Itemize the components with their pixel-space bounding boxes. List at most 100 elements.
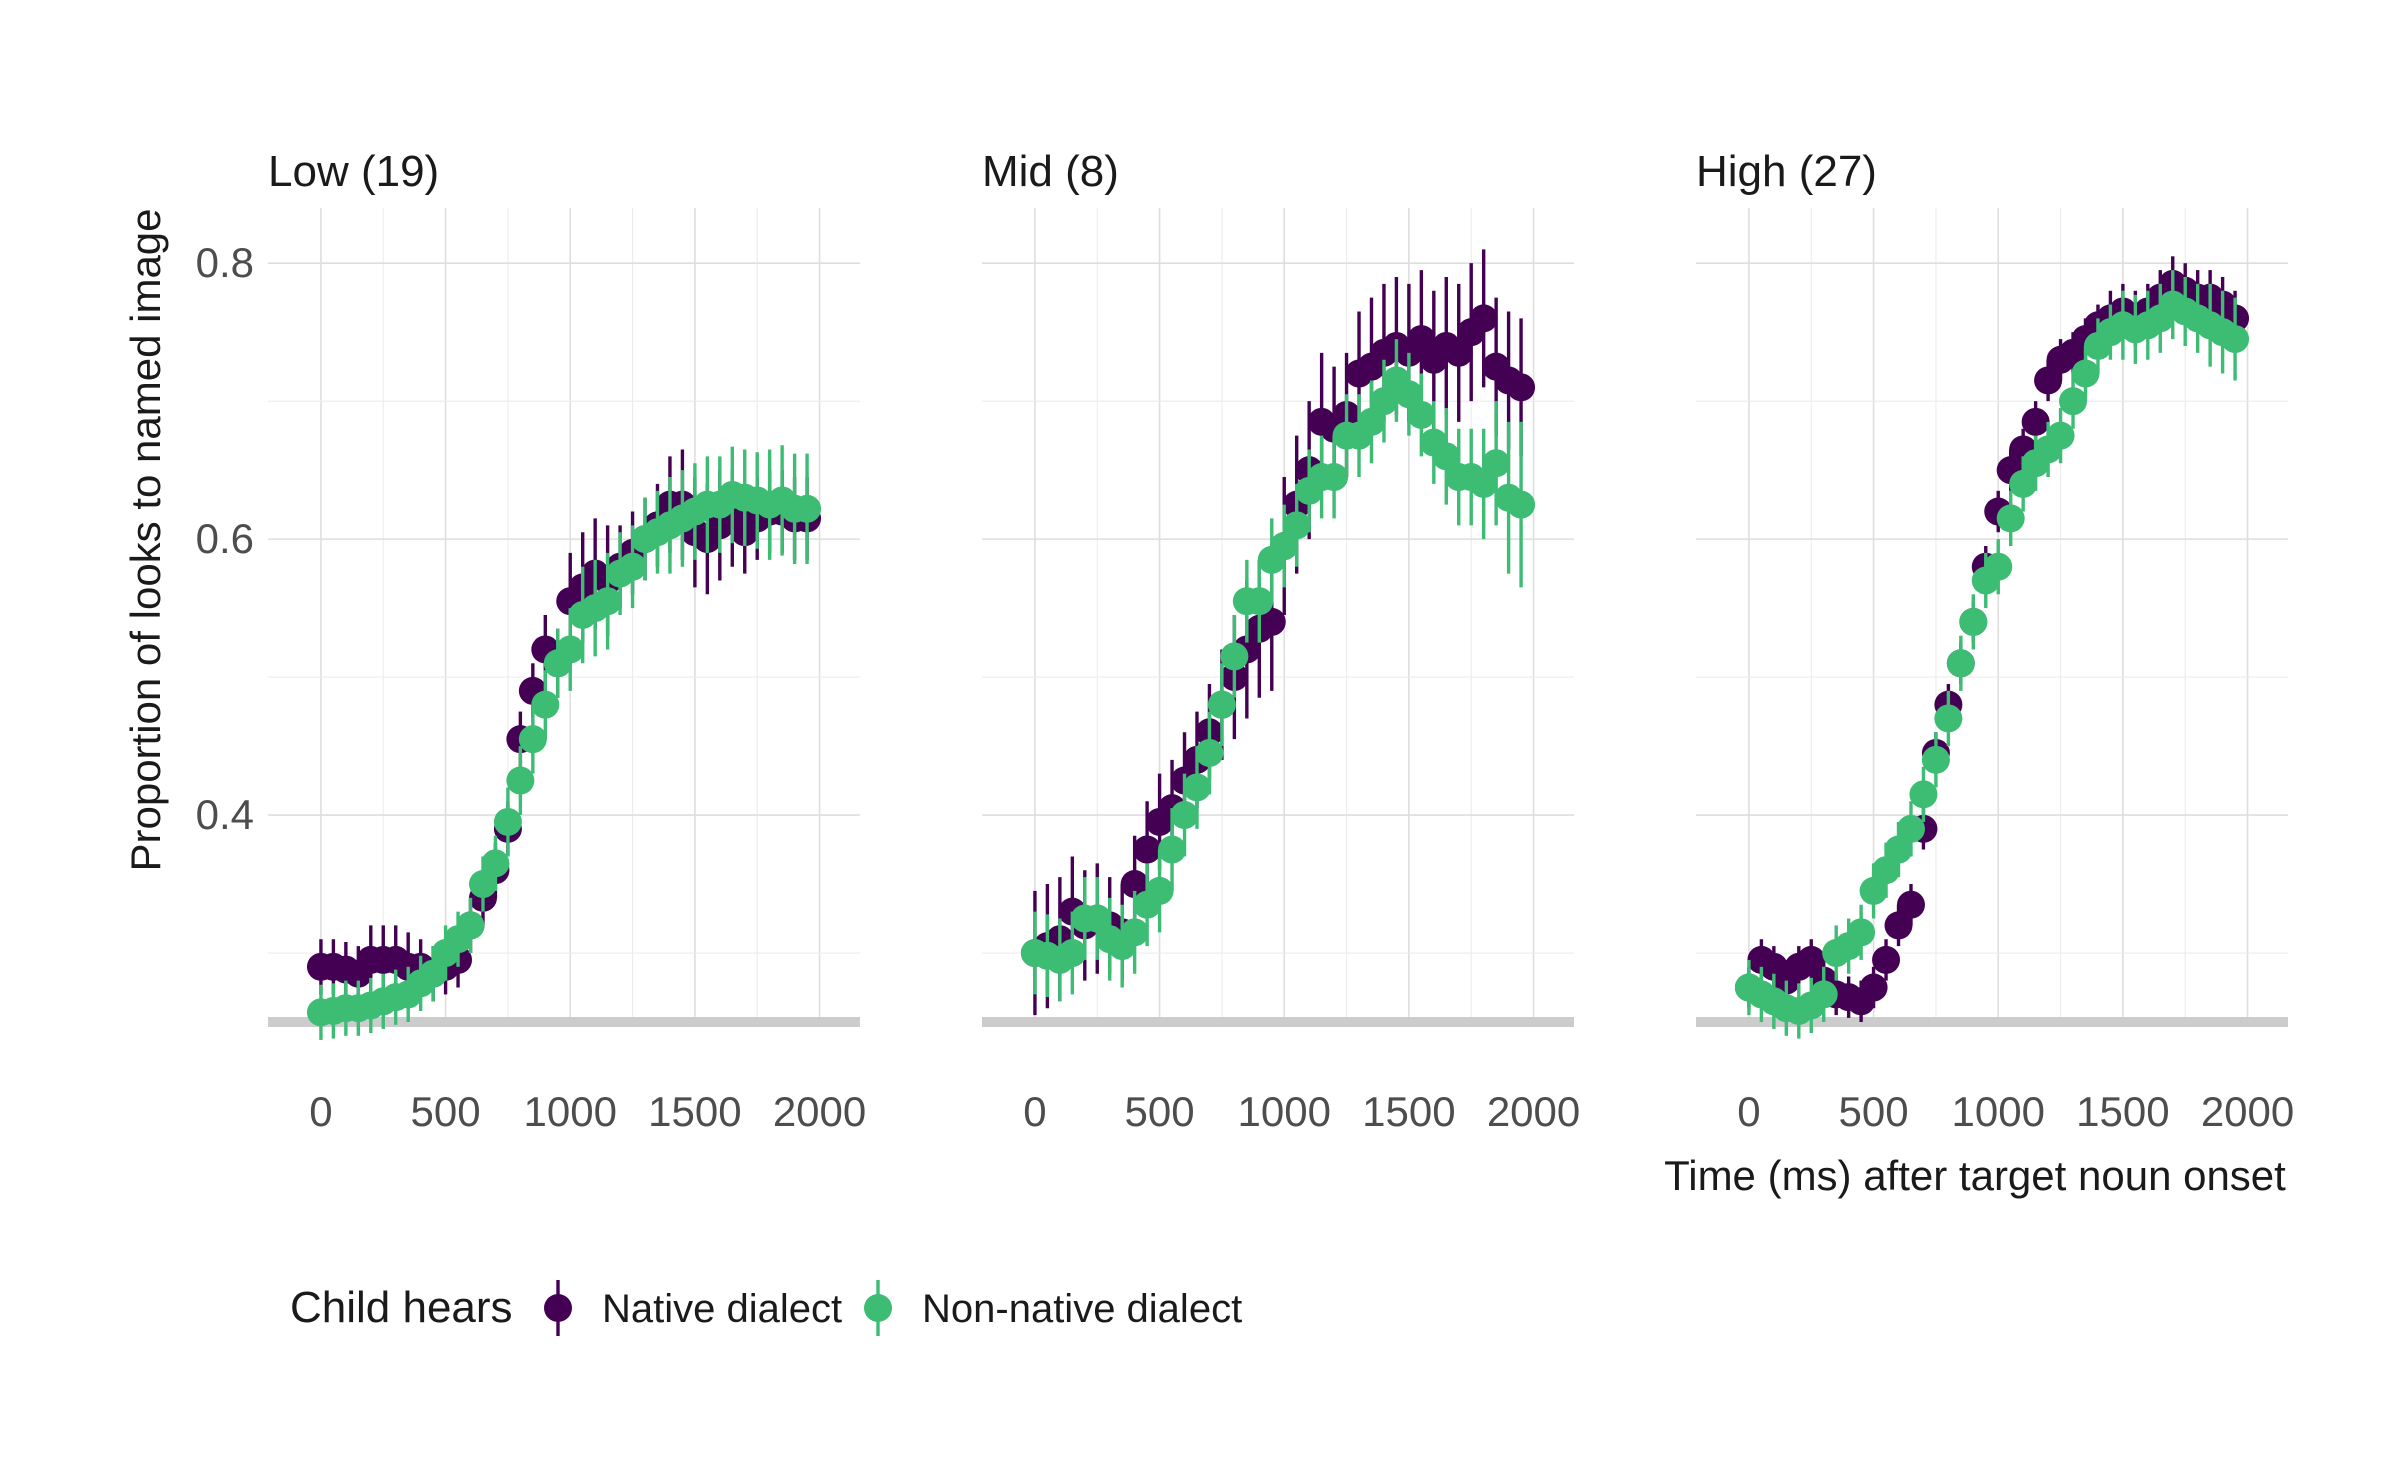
legend-key-point xyxy=(864,1294,892,1322)
data-point xyxy=(1859,876,1888,905)
data-point xyxy=(1896,814,1925,843)
data-point xyxy=(1195,738,1224,767)
x-tick-label: 1500 xyxy=(2076,1088,2169,1135)
data-point xyxy=(1320,463,1349,492)
legend-key-native-dialect xyxy=(544,1280,572,1336)
x-tick-label: 1000 xyxy=(1952,1088,2045,1135)
data-point xyxy=(1482,449,1511,478)
data-point xyxy=(456,911,485,940)
y-tick-label: 0.4 xyxy=(196,791,254,838)
data-point xyxy=(1872,856,1901,885)
data-point xyxy=(1270,532,1299,561)
data-point xyxy=(1444,338,1473,367)
x-tick-label: 2000 xyxy=(773,1088,866,1135)
x-axis-title: Time (ms) after target noun onset xyxy=(1664,1152,2286,1199)
data-point xyxy=(1469,304,1498,333)
data-point xyxy=(1282,511,1311,540)
data-point xyxy=(2034,366,2063,395)
data-point xyxy=(1158,835,1187,864)
x-tick-label: 500 xyxy=(1125,1088,1195,1135)
data-point xyxy=(1432,442,1461,471)
data-point xyxy=(518,725,547,754)
panels: Low (19) 0 500 1000 1500 2000 0.4 0.6 0.8 Mid (8)… xyxy=(196,147,2295,1135)
data-point xyxy=(1257,607,1286,636)
data-point xyxy=(1245,587,1274,616)
y-tick-label: 0.6 xyxy=(196,515,254,562)
data-point xyxy=(1207,690,1236,719)
x-tick-label: 500 xyxy=(411,1088,481,1135)
x-tick-label: 0 xyxy=(1737,1088,1760,1135)
data-point xyxy=(1058,939,1087,968)
data-point xyxy=(1469,469,1498,498)
data-point xyxy=(2221,325,2250,354)
series-non-native-dialect xyxy=(1020,339,1536,1002)
data-point xyxy=(1909,780,1938,809)
data-point xyxy=(1083,904,1112,933)
x-tick-label: 2000 xyxy=(2201,1088,2294,1135)
data-point xyxy=(556,635,585,664)
data-point xyxy=(1809,980,1838,1009)
legend-label: Non-native dialect xyxy=(922,1287,1242,1331)
panel-low-19: Low (19) 0 500 1000 1500 2000 0.4 0.6 0.8 xyxy=(196,147,867,1135)
legend-label: Native dialect xyxy=(602,1287,842,1331)
data-point xyxy=(793,494,822,523)
data-point xyxy=(1847,918,1876,947)
legend: Child hears Native dialect Non-native dial… xyxy=(290,1280,1242,1336)
data-point xyxy=(419,959,448,988)
panel-title: High (27) xyxy=(1696,147,1877,196)
data-point xyxy=(2071,359,2100,388)
data-point xyxy=(1170,801,1199,830)
data-point xyxy=(1872,945,1901,974)
data-point xyxy=(1884,911,1913,940)
data-point xyxy=(2059,387,2088,416)
panel-title: Low (19) xyxy=(268,147,439,196)
panel-title: Mid (8) xyxy=(982,147,1119,196)
data-point xyxy=(1921,745,1950,774)
x-tick-label: 0 xyxy=(309,1088,332,1135)
data-point xyxy=(2046,421,2075,450)
data-point xyxy=(481,849,510,878)
legend-key-point xyxy=(544,1294,572,1322)
data-point xyxy=(493,807,522,836)
panel-high-27: High (27) 0 500 1000 1500 2000 xyxy=(1696,147,2294,1135)
data-point xyxy=(1984,552,2013,581)
data-point xyxy=(1407,400,1436,429)
data-point xyxy=(1407,325,1436,354)
data-point xyxy=(1934,704,1963,733)
panel-mid-8: Mid (8) 0 500 1000 1500 2000 xyxy=(982,147,1580,1135)
data-point xyxy=(2021,407,2050,436)
x-tick-label: 1000 xyxy=(524,1088,617,1135)
data-point xyxy=(1959,607,1988,636)
data-point xyxy=(506,766,535,795)
grid xyxy=(268,208,860,1022)
data-point xyxy=(1884,835,1913,864)
x-tick-label: 0 xyxy=(1023,1088,1046,1135)
x-tick-label: 1500 xyxy=(648,1088,741,1135)
data-point xyxy=(1896,890,1925,919)
series-non-native-dialect xyxy=(306,445,822,1040)
data-point xyxy=(1133,835,1162,864)
legend-title: Child hears xyxy=(290,1283,513,1332)
data-point xyxy=(1145,876,1174,905)
legend-key-non-native-dialect xyxy=(864,1280,892,1336)
data-point xyxy=(1357,407,1386,436)
x-tick-label: 1500 xyxy=(1362,1088,1455,1135)
data-point xyxy=(1507,373,1536,402)
x-tick-label: 500 xyxy=(1839,1088,1909,1135)
data-point xyxy=(1507,490,1536,519)
data-point xyxy=(1120,870,1149,899)
data-point xyxy=(1996,504,2025,533)
series-non-native-dialect xyxy=(1734,270,2250,1039)
data-point xyxy=(618,552,647,581)
data-point xyxy=(1394,380,1423,409)
x-tick-label: 1000 xyxy=(1238,1088,1331,1135)
x-tick-label: 2000 xyxy=(1487,1088,1580,1135)
data-point xyxy=(1220,642,1249,671)
data-point xyxy=(468,870,497,899)
data-point xyxy=(1797,945,1826,974)
data-point xyxy=(2009,469,2038,498)
data-point xyxy=(1120,918,1149,947)
y-axis-title: Proportion of looks to named image xyxy=(122,208,169,871)
data-point xyxy=(1182,773,1211,802)
